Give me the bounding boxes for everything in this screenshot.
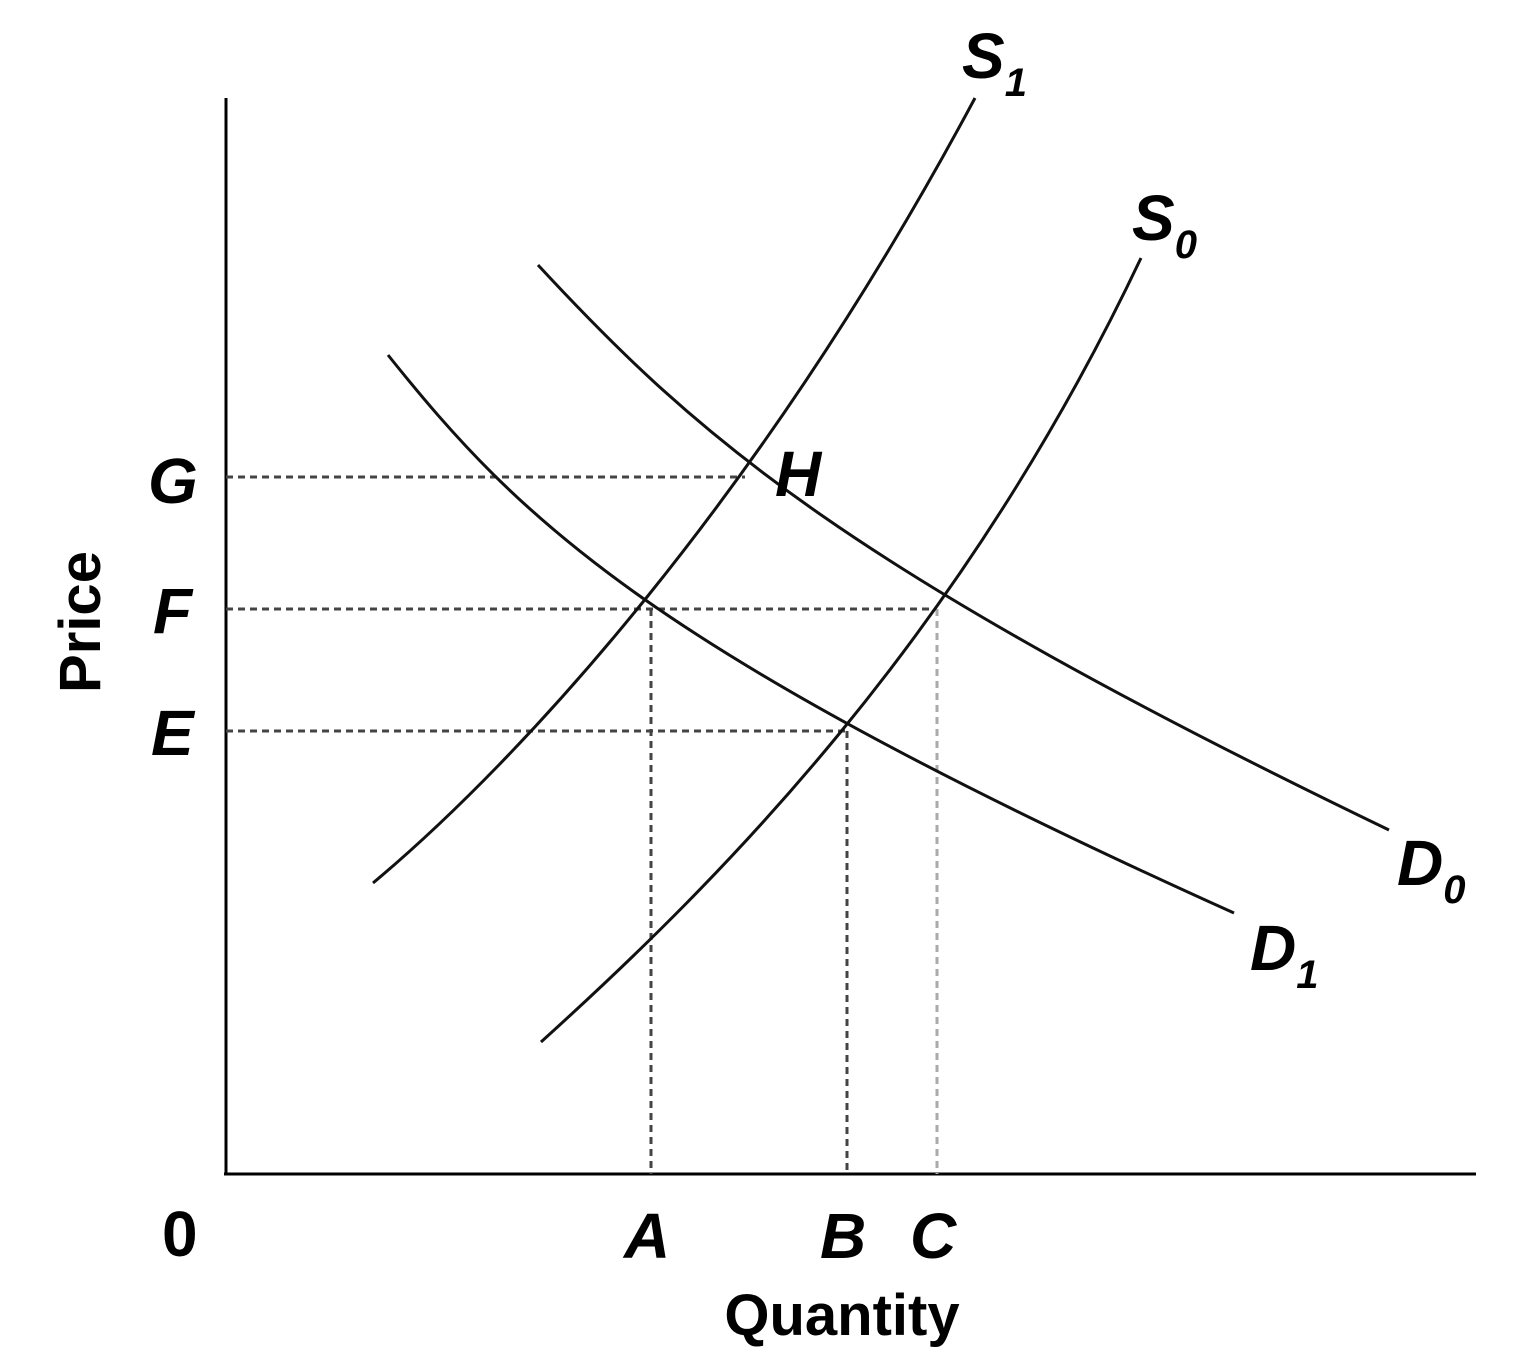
quantity-a-label: A — [622, 1200, 670, 1272]
demand-curve-d0 — [536, 263, 1390, 832]
supply-curve-s0 — [539, 257, 1143, 1044]
x-axis-title: Quantity — [724, 1283, 959, 1348]
d0-label: D0 — [1397, 827, 1465, 912]
d1-label: D1 — [1250, 912, 1318, 997]
quantity-c-label: C — [910, 1200, 957, 1272]
price-f-label: F — [153, 575, 194, 647]
quantity-b-label: B — [820, 1200, 866, 1272]
y-axis-title: Price — [48, 551, 113, 693]
supply-curve-s1 — [372, 97, 977, 885]
s0-label: S0 — [1132, 182, 1197, 267]
price-g-label: G — [148, 445, 198, 517]
demand-curve-d1 — [386, 354, 1235, 915]
origin-label: 0 — [162, 1198, 198, 1270]
s1-label: S1 — [962, 20, 1027, 105]
point-h-label: H — [775, 438, 823, 510]
price-e-label: E — [151, 697, 196, 769]
